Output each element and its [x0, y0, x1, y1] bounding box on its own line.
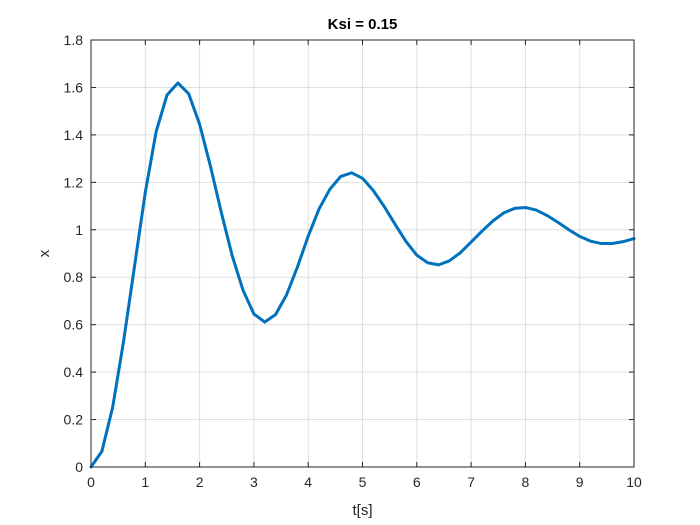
series-layer [89, 81, 636, 469]
y-tick-label: 0.6 [64, 317, 84, 333]
y-tick-label: 1.2 [64, 174, 84, 190]
x-tick-label: 6 [413, 474, 421, 490]
x-axis-label: t[s] [352, 502, 372, 519]
x-tick-label: 10 [626, 474, 642, 490]
chart-title: Ksi = 0.15 [328, 16, 398, 33]
series-line [89, 81, 636, 469]
x-tick-label: 5 [359, 474, 367, 490]
x-tick-label: 7 [467, 474, 475, 490]
y-tick-label: 0.4 [64, 364, 84, 380]
y-tick-labels: 0 0.2 0.4 0.6 0.8 1 1.2 1.4 1.6 1.8 [64, 32, 84, 475]
x-tick-label: 9 [576, 474, 584, 490]
y-tick-label: 1.6 [64, 79, 84, 95]
y-tick-label: 0 [75, 459, 83, 475]
y-axis-label: x [36, 249, 53, 257]
x-tick-label: 1 [141, 474, 149, 490]
x-tick-labels: 0 1 2 3 4 5 6 7 8 9 10 [87, 474, 642, 490]
x-tick-label: 4 [304, 474, 312, 490]
y-tick-label: 1.4 [64, 127, 84, 143]
y-tick-label: 0.8 [64, 269, 84, 285]
x-tick-label: 3 [250, 474, 258, 490]
tick-marks [90, 39, 635, 468]
y-tick-label: 0.2 [64, 412, 84, 428]
x-tick-label: 0 [87, 474, 95, 490]
y-tick-label: 1.8 [64, 32, 84, 48]
x-tick-label: 2 [196, 474, 204, 490]
x-tick-label: 8 [522, 474, 530, 490]
y-tick-label: 1 [75, 222, 83, 238]
